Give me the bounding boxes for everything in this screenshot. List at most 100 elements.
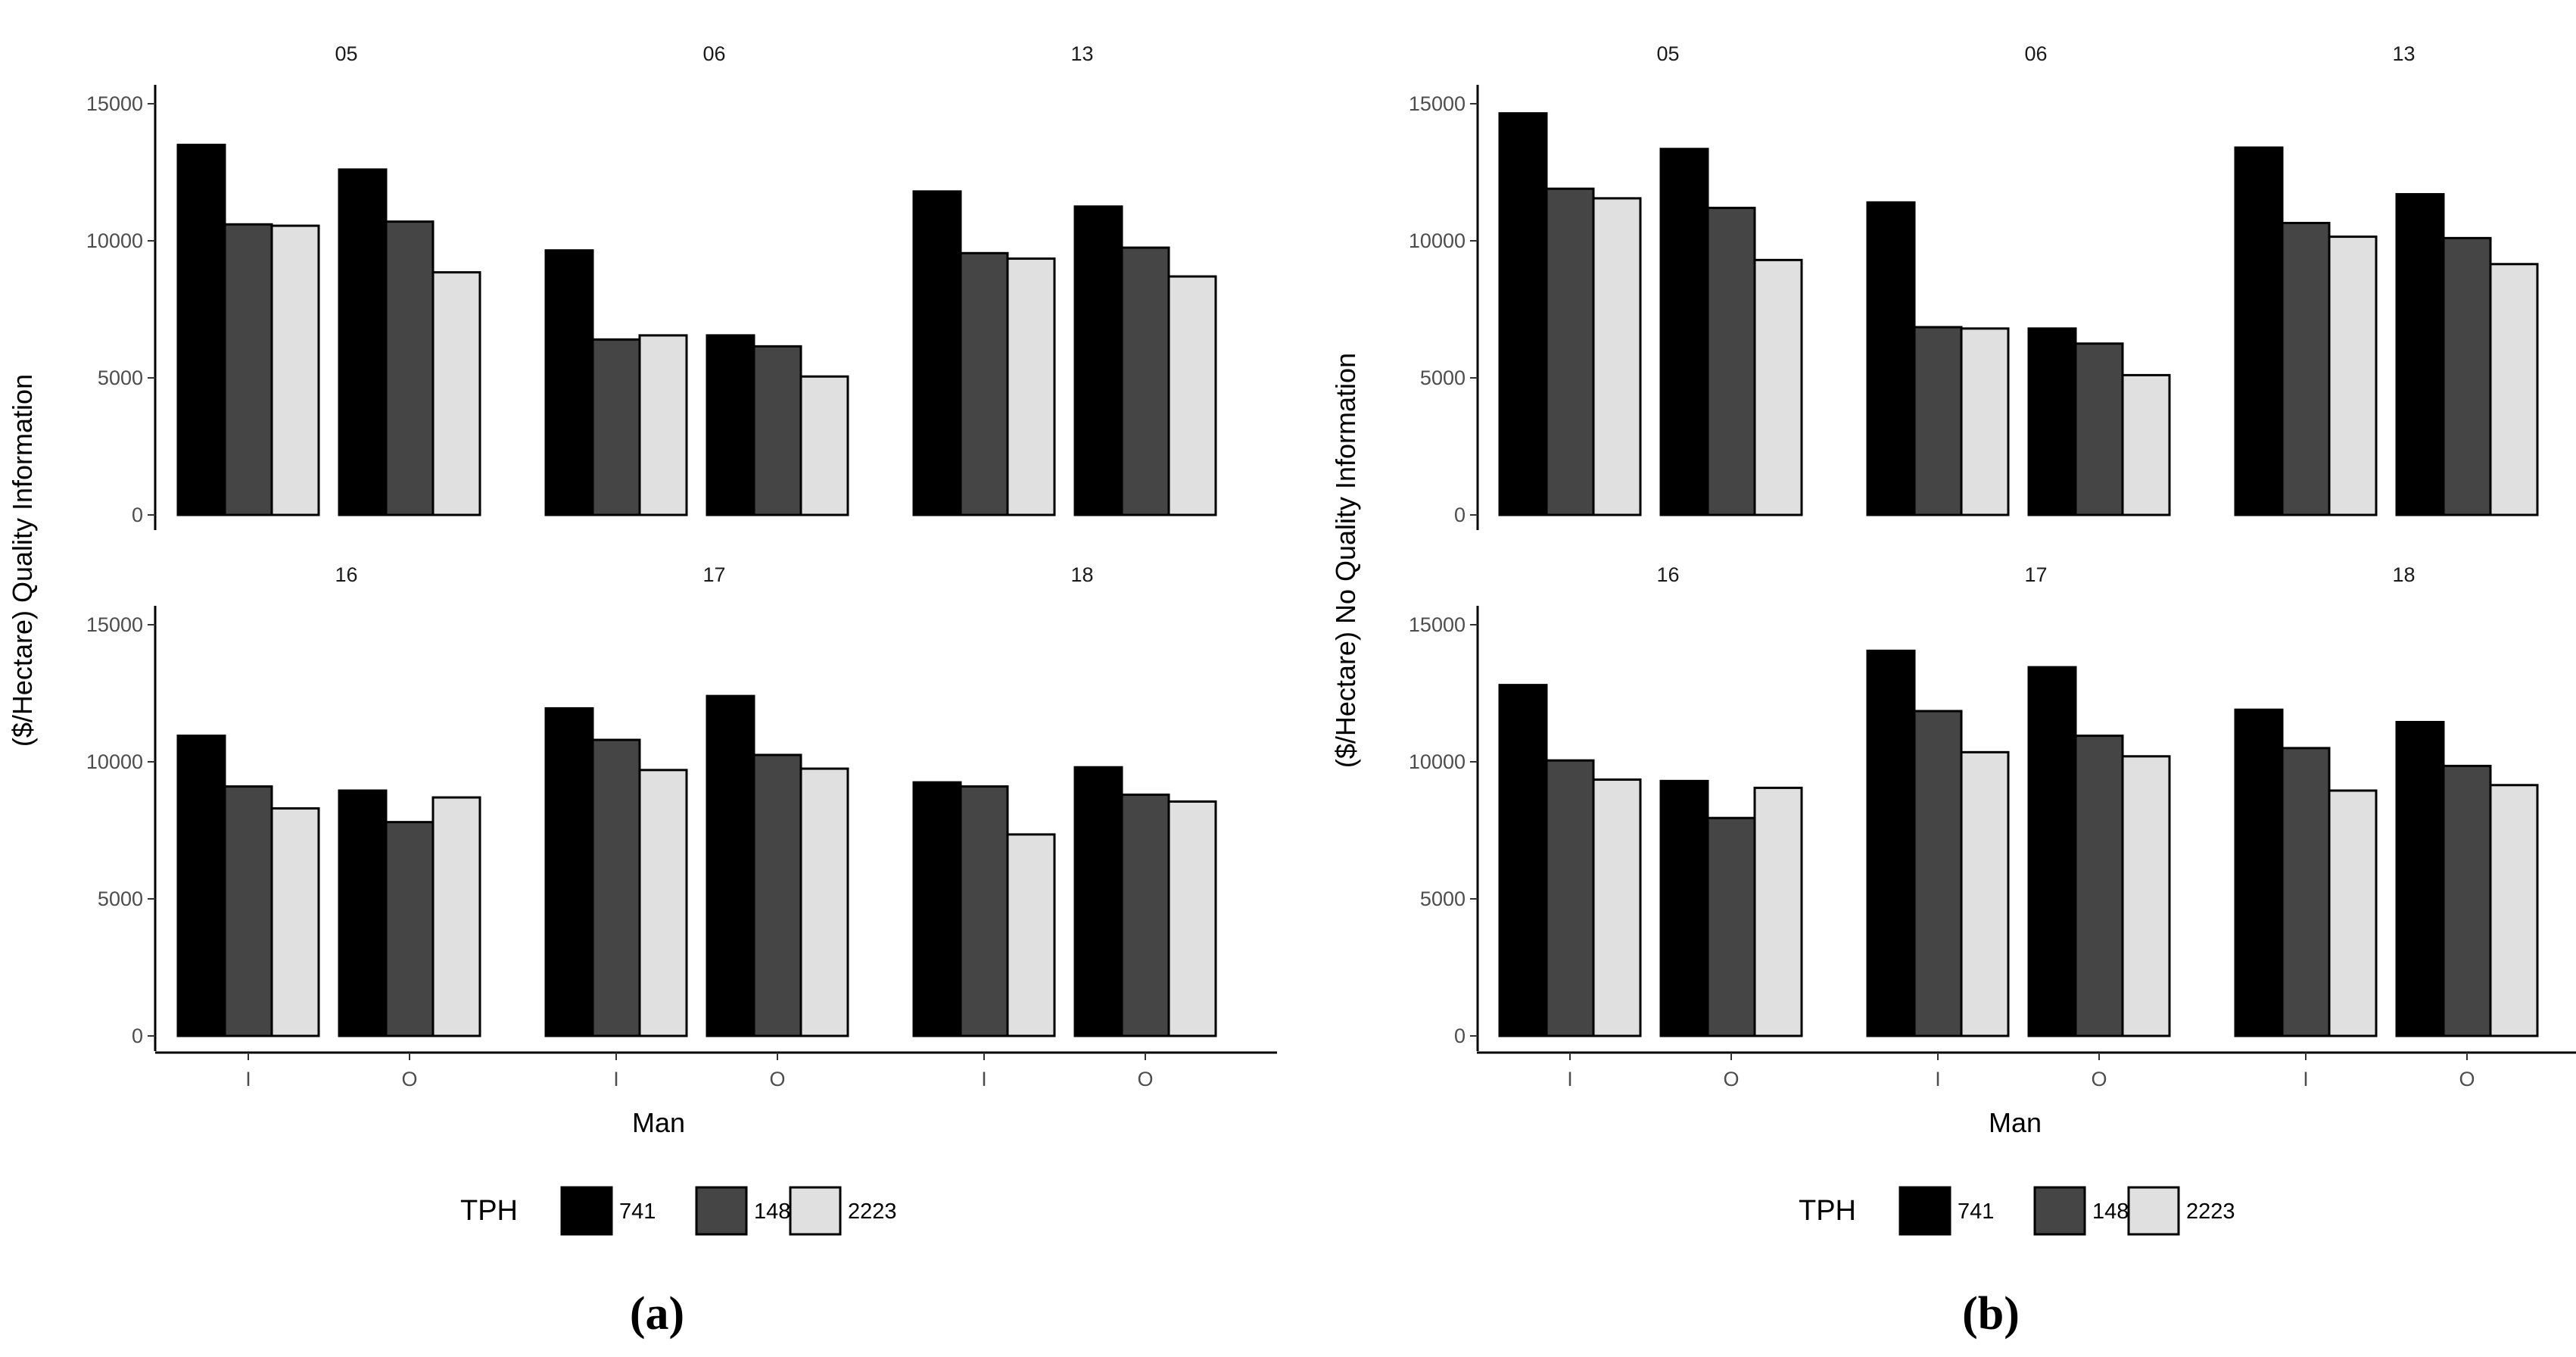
bar-a-05-I-2223	[270, 224, 320, 516]
facet-label: 05	[1656, 42, 1679, 65]
x-tick-label: I	[245, 1068, 251, 1090]
bar-a-16-O-2223	[431, 796, 481, 1037]
bar-b-05-O-741	[1659, 148, 1709, 516]
bar-a-05-O-2223	[431, 271, 481, 516]
x-tick-label: O	[2091, 1068, 2107, 1090]
x-tick-label: I	[1567, 1068, 1573, 1090]
bar-a-06-I-2223	[638, 334, 688, 516]
bar-a-13-I-2223	[1006, 257, 1056, 516]
facet-label: 06	[702, 42, 725, 65]
bar-b-13-O-1482	[2442, 236, 2492, 516]
bar-a-18-I-741	[912, 781, 962, 1037]
bar-a-17-I-741	[544, 707, 594, 1037]
bar-a-18-O-2223	[1167, 800, 1217, 1037]
bar-a-06-O-2223	[799, 375, 849, 516]
bar-b-05-I-741	[1498, 112, 1548, 516]
bar-a-17-O-741	[706, 694, 755, 1037]
bar-b-18-O-741	[2395, 721, 2445, 1037]
x-tick-label: O	[1723, 1068, 1739, 1090]
facet-label: 13	[2392, 42, 2415, 65]
bar-b-13-I-741	[2234, 146, 2284, 516]
legend-key-2223	[2127, 1186, 2180, 1236]
chart-panel-b: 0 5000 10000 15000 05 06 13 0 5000 10000 15000 16 I O…	[1330, 42, 2576, 1340]
legend-title: TPH	[460, 1195, 518, 1227]
bar-a-06-I-741	[544, 249, 594, 516]
panel-label: (b)	[1962, 1288, 2020, 1340]
bar-b-13-O-2223	[2489, 263, 2539, 516]
bar-a-05-O-741	[338, 168, 388, 516]
bar-a-18-I-1482	[959, 785, 1009, 1037]
bar-a-13-O-2223	[1167, 275, 1217, 516]
legend-key-2223	[789, 1186, 842, 1236]
bar-b-05-I-2223	[1592, 197, 1642, 516]
bar-b-13-O-741	[2395, 192, 2445, 516]
bar-b-05-O-1482	[1706, 207, 1756, 516]
bar-b-18-O-1482	[2442, 764, 2492, 1037]
facet-label: 17	[2024, 563, 2047, 586]
x-axis-title: Man	[1989, 1107, 2042, 1138]
bar-b-06-O-1482	[2074, 342, 2124, 516]
legend-entry-label: 2223	[2186, 1199, 2235, 1224]
legend: TPH 741 1482 2223	[460, 1186, 897, 1236]
bar-b-17-I-2223	[1960, 750, 2010, 1037]
bar-a-13-O-1482	[1120, 246, 1170, 516]
bar-b-05-I-1482	[1545, 187, 1595, 516]
facet-label: 06	[2024, 42, 2047, 65]
x-axis-title: Man	[632, 1107, 685, 1138]
y-tick-label: 10000	[1409, 750, 1466, 773]
bar-b-17-O-2223	[2121, 755, 2171, 1037]
legend-entry-label: 741	[619, 1199, 656, 1224]
legend-key-1482	[2033, 1186, 2086, 1236]
legend: TPH 741 1482 2223	[1799, 1186, 2235, 1236]
facet-label: 16	[335, 563, 357, 586]
bar-a-13-I-741	[912, 190, 962, 516]
bar-b-05-O-2223	[1753, 258, 1803, 516]
bar-b-06-I-2223	[1960, 327, 2010, 516]
bar-b-18-I-1482	[2281, 747, 2331, 1037]
legend-title: TPH	[1799, 1195, 1856, 1227]
facet-label: 05	[335, 42, 357, 65]
bar-a-05-O-1482	[385, 220, 435, 516]
chart-panel-a: 0 5000 10000 15000 05 06 13 0 5000 10000 15000 16 I O…	[7, 42, 1277, 1340]
y-tick-label: 0	[132, 1025, 143, 1047]
y-tick-label: 5000	[1420, 367, 1466, 389]
bar-a-17-O-2223	[799, 767, 849, 1037]
bar-a-17-O-1482	[752, 753, 802, 1037]
bar-b-06-O-2223	[2121, 373, 2171, 516]
y-tick-label: 5000	[98, 367, 143, 389]
bar-b-06-I-1482	[1913, 326, 1963, 516]
y-tick-label: 15000	[1409, 613, 1466, 636]
bar-b-16-O-1482	[1706, 816, 1756, 1037]
facet-label: 18	[2392, 563, 2415, 586]
bar-a-06-I-1482	[591, 338, 641, 516]
bar-a-05-I-1482	[223, 223, 273, 516]
legend-key-1482	[695, 1186, 748, 1236]
bar-b-17-O-741	[2027, 666, 2077, 1037]
x-tick-label: I	[2303, 1068, 2309, 1090]
legend-entry-label: 2223	[848, 1199, 897, 1224]
bar-a-17-I-2223	[638, 769, 688, 1037]
bar-b-18-O-2223	[2489, 784, 2539, 1037]
bar-a-16-I-741	[176, 735, 226, 1037]
bar-b-16-I-1482	[1545, 759, 1595, 1037]
panel-label: (a)	[630, 1288, 684, 1340]
bar-a-13-I-1482	[959, 251, 1009, 516]
bar-b-16-I-2223	[1592, 778, 1642, 1037]
facet-label: 16	[1656, 563, 1679, 586]
bar-a-17-I-1482	[591, 738, 641, 1037]
bar-a-05-I-741	[176, 143, 226, 516]
legend-key-741	[1899, 1186, 1951, 1236]
y-axis-title: ($/Hectare) No Quality Information	[1330, 353, 1361, 768]
x-tick-label: I	[981, 1068, 987, 1090]
x-tick-label: I	[1935, 1068, 1941, 1090]
y-tick-label: 0	[1454, 504, 1466, 526]
bar-a-16-I-2223	[270, 807, 320, 1037]
bar-b-16-I-741	[1498, 684, 1548, 1037]
bar-a-13-O-741	[1073, 205, 1123, 516]
y-tick-label: 5000	[1420, 888, 1466, 910]
bar-b-13-I-2223	[2328, 236, 2378, 516]
bar-b-18-I-2223	[2328, 789, 2378, 1037]
x-tick-label: O	[769, 1068, 785, 1090]
bar-a-16-I-1482	[223, 785, 273, 1037]
